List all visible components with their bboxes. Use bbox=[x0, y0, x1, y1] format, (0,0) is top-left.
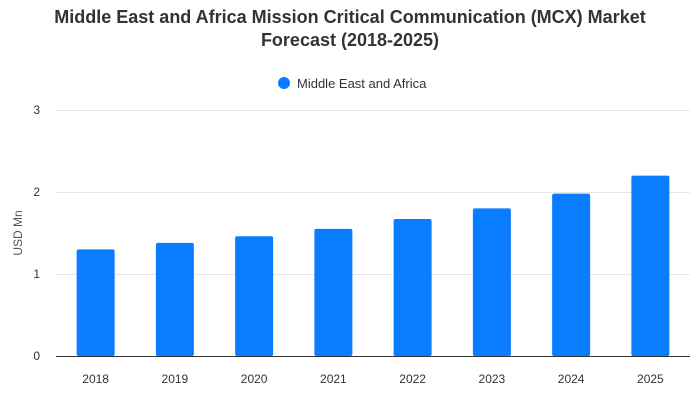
x-tick-label: 2024 bbox=[558, 372, 585, 386]
bar-2020[interactable] bbox=[235, 236, 274, 356]
bars bbox=[76, 175, 670, 356]
y-axis-title: USD Mn bbox=[11, 210, 25, 255]
x-tick-label: 2025 bbox=[637, 372, 664, 386]
bar-2018[interactable] bbox=[76, 249, 115, 356]
bar-2019[interactable] bbox=[155, 242, 194, 356]
bar-2025[interactable] bbox=[631, 175, 670, 356]
bar-2023[interactable] bbox=[472, 208, 511, 356]
legend-marker bbox=[278, 77, 290, 89]
x-tick-label: 2019 bbox=[162, 372, 189, 386]
x-tick-label: 2018 bbox=[82, 372, 109, 386]
legend-label: Middle East and Africa bbox=[297, 76, 427, 91]
y-axis-ticks: 0 1 2 3 bbox=[33, 103, 40, 363]
gridlines bbox=[56, 110, 690, 275]
x-tick-label: 2021 bbox=[320, 372, 347, 386]
y-tick-label: 3 bbox=[33, 103, 40, 117]
bar-2021[interactable] bbox=[314, 228, 353, 356]
x-axis-ticks: 2018 2019 2020 2021 2022 2023 2024 2025 bbox=[82, 372, 664, 386]
chart-title-line-1: Middle East and Africa Mission Critical … bbox=[54, 7, 646, 27]
y-tick-label: 0 bbox=[33, 349, 40, 363]
x-tick-label: 2023 bbox=[479, 372, 506, 386]
x-tick-label: 2022 bbox=[399, 372, 426, 386]
bar-2022[interactable] bbox=[393, 219, 432, 356]
chart-title-line-2: Forecast (2018-2025) bbox=[260, 30, 440, 50]
bar-2024[interactable] bbox=[552, 193, 591, 356]
legend: Middle East and Africa bbox=[278, 76, 427, 91]
chart-title: Middle East and Africa Mission Critical … bbox=[0, 6, 700, 52]
x-tick-label: 2020 bbox=[241, 372, 268, 386]
y-tick-label: 2 bbox=[33, 185, 40, 199]
y-tick-label: 1 bbox=[33, 267, 40, 281]
